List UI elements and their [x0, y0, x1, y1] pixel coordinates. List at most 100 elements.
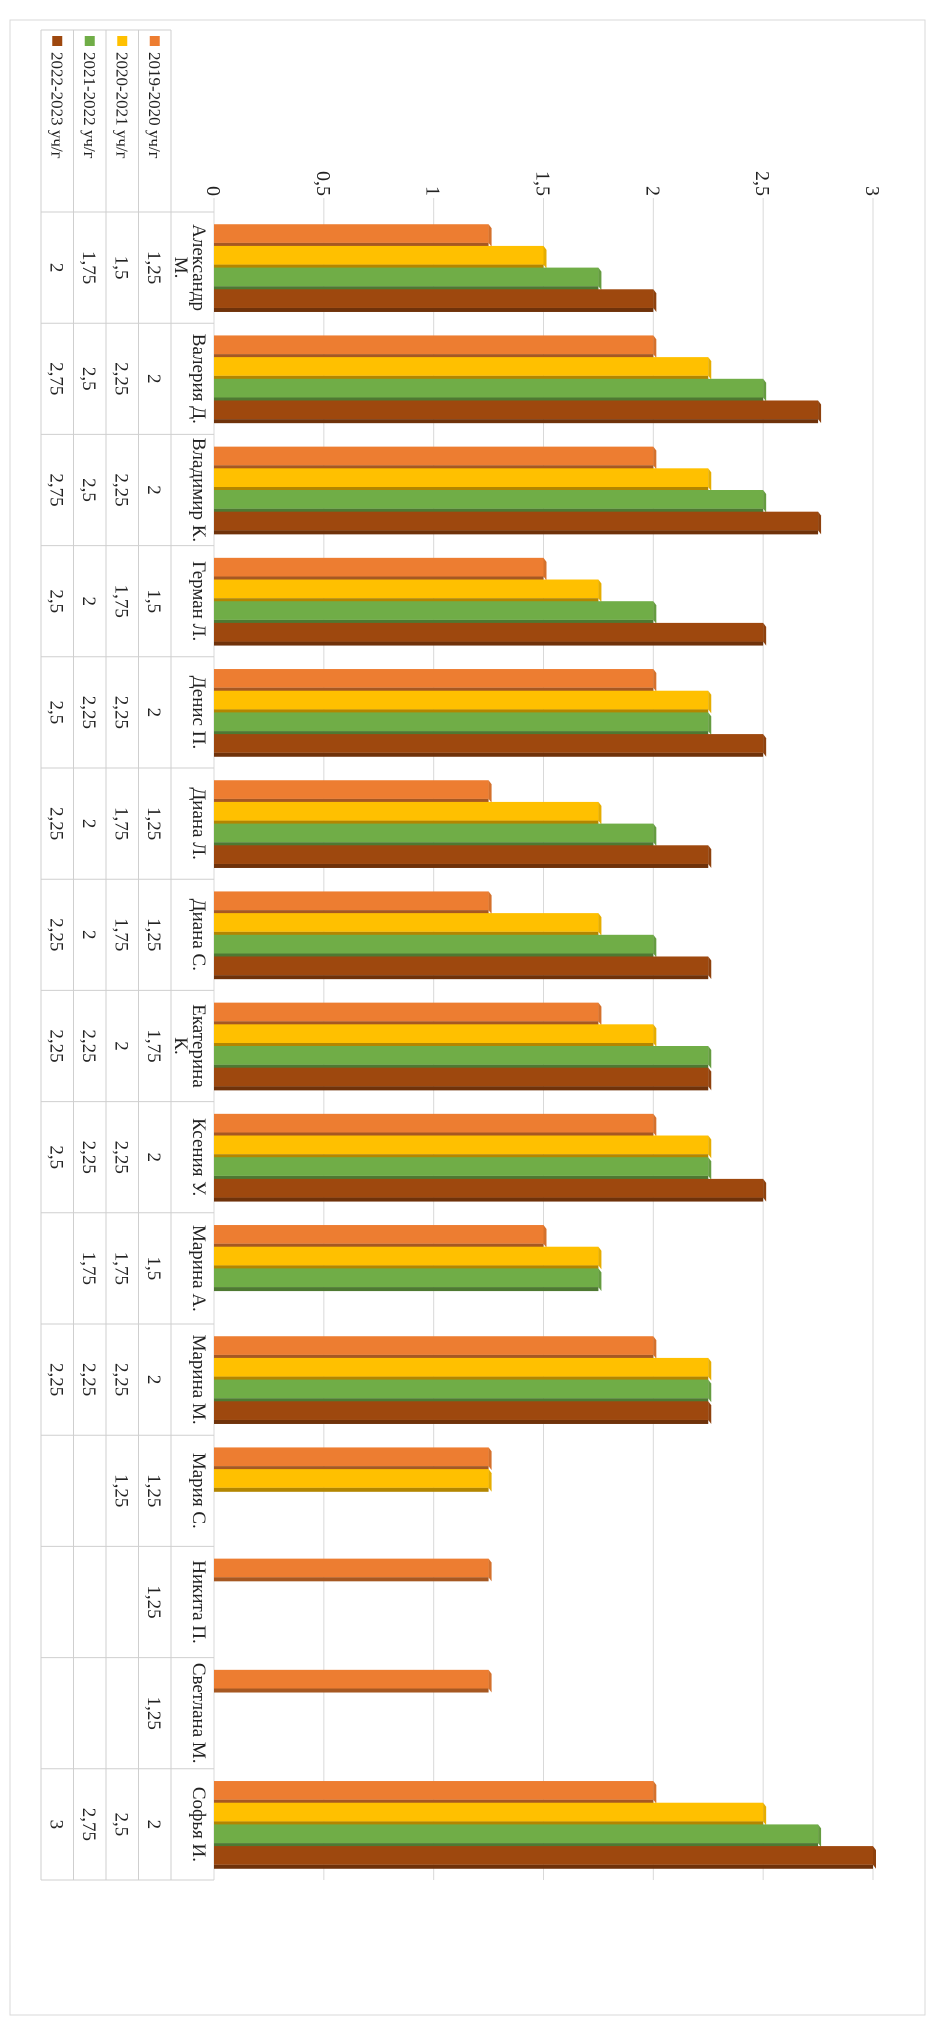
data-label: 2,25: [45, 807, 66, 840]
category-label: Мария С.: [188, 1453, 209, 1529]
bar-side: [214, 1577, 489, 1582]
bar: [214, 335, 654, 355]
data-label: 2: [143, 708, 164, 718]
data-label: 1,25: [143, 918, 164, 951]
data-label: 2,25: [110, 473, 131, 506]
bar: [214, 1824, 819, 1844]
bar-side: [214, 1287, 599, 1292]
bar-side: [214, 1021, 599, 1026]
data-label: 2: [110, 1041, 131, 1051]
bar-top: [653, 1336, 657, 1359]
bar-top: [598, 913, 602, 936]
data-label: 2,25: [110, 362, 131, 395]
bar: [214, 845, 709, 864]
data-label: 1,75: [110, 918, 131, 951]
bar-top: [708, 1379, 712, 1403]
bar: [213, 622, 764, 642]
tick-label: 2: [641, 186, 663, 196]
bar: [214, 1357, 709, 1377]
bar: [214, 400, 819, 420]
bar: [214, 1225, 544, 1244]
bar-top: [653, 1024, 657, 1047]
data-label: 1,25: [143, 1697, 164, 1730]
legend-swatch: [52, 36, 63, 46]
bar-top: [653, 1113, 657, 1137]
bar-side: [214, 1086, 709, 1091]
bar-top: [708, 712, 712, 736]
bar-top: [708, 1157, 712, 1180]
bar-top: [488, 891, 492, 915]
data-label: 2,75: [45, 362, 66, 395]
bar-top: [598, 1246, 602, 1270]
bar: [214, 712, 709, 732]
bar-top: [763, 1178, 767, 1202]
data-label: 2,5: [45, 1145, 66, 1169]
category-label: К.: [170, 1037, 191, 1054]
category-label: Марина А.: [188, 1225, 209, 1312]
data-label: 2: [143, 1152, 164, 1162]
bar: [214, 823, 654, 843]
bar: [214, 1846, 873, 1865]
bar-top: [708, 845, 712, 868]
bar-top: [488, 1447, 492, 1471]
data-label: 1,25: [143, 1474, 164, 1507]
data-label: 1,75: [110, 807, 131, 840]
data-label: 1,75: [143, 1029, 164, 1062]
bar: [213, 1178, 764, 1198]
data-label: 1,25: [143, 1585, 164, 1618]
data-label: 1,75: [110, 585, 131, 618]
bar-side: [213, 752, 764, 757]
data-label: 2: [78, 596, 99, 606]
data-label: 2,5: [110, 1813, 131, 1837]
category-label: Владимир К.: [188, 438, 209, 542]
legend-label: 2021-2022 уч/г: [80, 52, 99, 159]
category-label: Диана Л.: [188, 787, 209, 860]
bar-top: [763, 1802, 767, 1826]
legend-label: 2019-2020 уч/г: [145, 52, 164, 159]
data-label: 2,75: [45, 473, 66, 506]
bar-top: [708, 690, 712, 714]
bar: [214, 1046, 709, 1065]
bar-side: [214, 419, 819, 424]
data-label: 3: [45, 1820, 66, 1830]
bar-top: [763, 490, 767, 513]
category-label: Марина М.: [188, 1335, 209, 1425]
bar-top: [818, 400, 822, 424]
bar-top: [873, 1846, 876, 1869]
data-label: 2,25: [78, 1363, 99, 1396]
bar: [214, 956, 709, 976]
bar: [214, 1669, 489, 1689]
data-label: 2,25: [78, 696, 99, 729]
bar-top: [708, 468, 712, 491]
bar-side: [213, 1197, 764, 1202]
bar-top: [598, 1268, 602, 1292]
bar-top: [543, 1225, 547, 1248]
bar: [214, 780, 489, 799]
bar-top: [488, 1469, 492, 1492]
data-label: 2,25: [45, 918, 66, 951]
tick-label: 1: [422, 186, 444, 196]
bar: [214, 1246, 599, 1266]
chart-border: [9, 19, 926, 2016]
data-label: 1,25: [110, 1474, 131, 1507]
bar-side: [214, 1487, 489, 1492]
bar: [213, 490, 764, 509]
category-label: Никита П.: [188, 1560, 209, 1643]
bar: [214, 1268, 599, 1288]
data-label: 1,5: [143, 589, 164, 613]
data-label: 1,5: [143, 1257, 164, 1281]
legend-swatch: [84, 36, 95, 46]
tick-label: 2,5: [751, 171, 773, 196]
bar-top: [708, 1135, 712, 1159]
data-label: 1,75: [110, 1252, 131, 1285]
bar: [214, 690, 709, 710]
data-label: 1,5: [110, 256, 131, 280]
bar-top: [598, 1002, 602, 1026]
data-label: 1,75: [78, 1252, 99, 1285]
data-label: 2: [143, 1820, 164, 1830]
data-label: 2,25: [110, 1363, 131, 1396]
bar: [214, 267, 599, 287]
data-label: 1,75: [78, 251, 99, 284]
data-label: 2,25: [78, 1029, 99, 1062]
